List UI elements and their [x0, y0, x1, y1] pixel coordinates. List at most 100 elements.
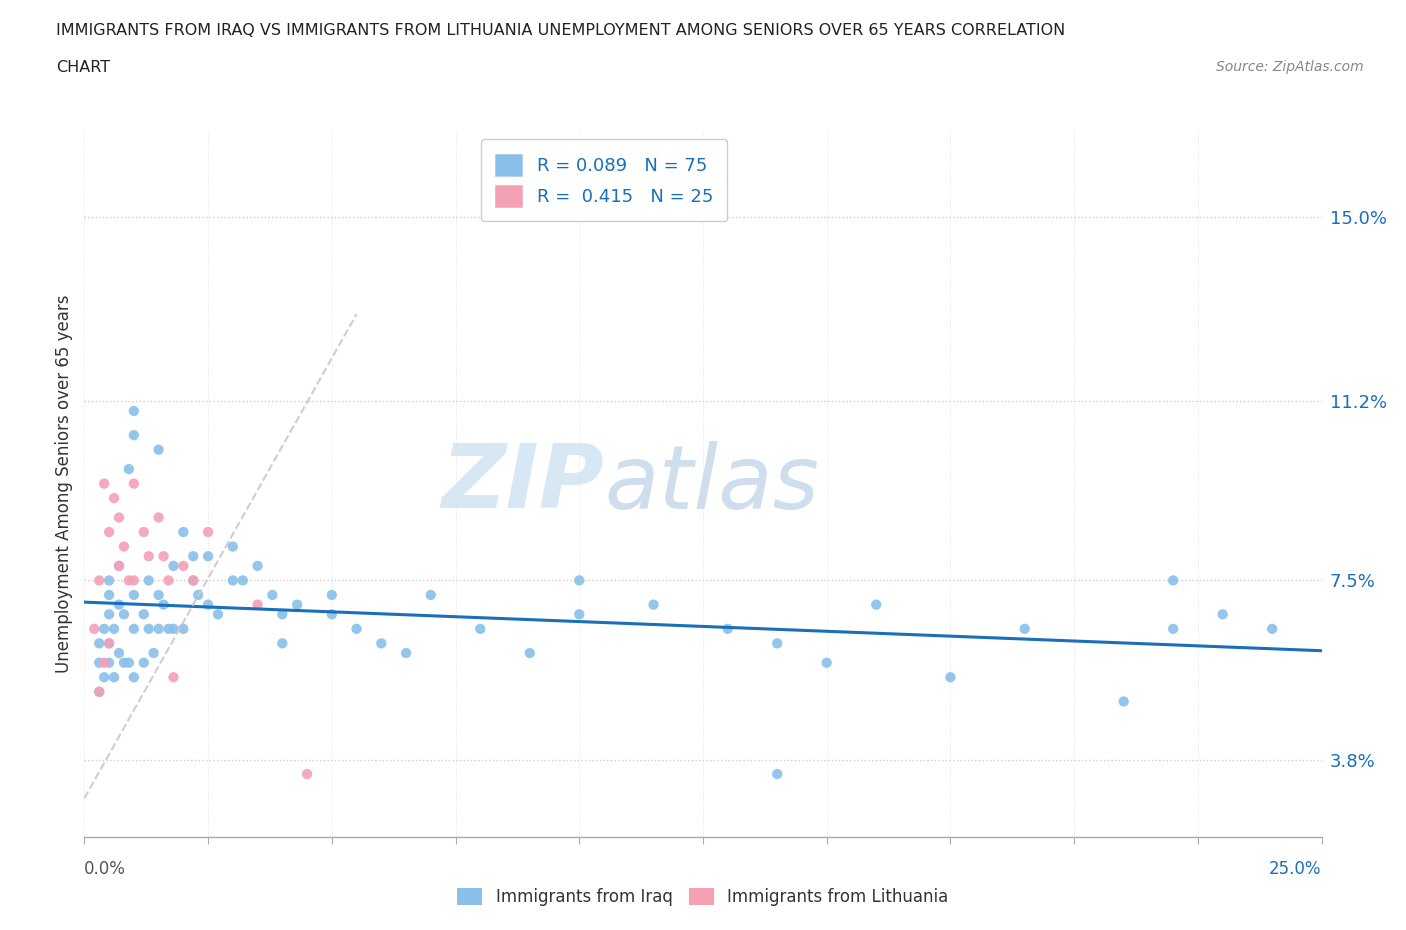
- Point: [321, 588, 343, 603]
- Point: [815, 656, 838, 671]
- Point: [285, 597, 308, 612]
- Point: [122, 621, 145, 636]
- Point: [122, 428, 145, 443]
- Point: [232, 573, 254, 588]
- Point: [118, 461, 141, 476]
- Point: [103, 491, 125, 506]
- Point: [162, 558, 184, 573]
- Point: [138, 549, 160, 564]
- Point: [1112, 694, 1135, 709]
- Point: [519, 645, 541, 660]
- Point: [118, 656, 141, 671]
- Point: [138, 573, 160, 588]
- Point: [89, 636, 111, 651]
- Point: [865, 597, 887, 612]
- Point: [181, 573, 204, 588]
- Point: [197, 549, 219, 564]
- Point: [132, 656, 155, 671]
- Point: [98, 636, 121, 651]
- Point: [112, 656, 135, 671]
- Point: [118, 573, 141, 588]
- Y-axis label: Unemployment Among Seniors over 65 years: Unemployment Among Seniors over 65 years: [55, 295, 73, 672]
- Text: CHART: CHART: [56, 60, 110, 75]
- Point: [103, 670, 125, 684]
- Point: [643, 597, 665, 612]
- Point: [197, 597, 219, 612]
- Point: [157, 573, 180, 588]
- Point: [122, 404, 145, 418]
- Point: [93, 656, 115, 671]
- Text: Source: ZipAtlas.com: Source: ZipAtlas.com: [1216, 60, 1364, 74]
- Point: [222, 539, 245, 554]
- Point: [89, 684, 111, 699]
- Point: [112, 539, 135, 554]
- Point: [419, 588, 441, 603]
- Point: [122, 476, 145, 491]
- Point: [295, 766, 318, 781]
- Point: [148, 588, 170, 603]
- Point: [103, 621, 125, 636]
- Point: [108, 597, 131, 612]
- Point: [162, 621, 184, 636]
- Text: 0.0%: 0.0%: [84, 860, 127, 878]
- Point: [321, 607, 343, 622]
- Point: [1261, 621, 1284, 636]
- Point: [1014, 621, 1036, 636]
- Point: [122, 588, 145, 603]
- Point: [395, 645, 418, 660]
- Point: [89, 656, 111, 671]
- Point: [83, 621, 105, 636]
- Point: [148, 510, 170, 525]
- Text: ZIP: ZIP: [441, 440, 605, 527]
- Point: [207, 607, 229, 622]
- Point: [93, 476, 115, 491]
- Point: [93, 621, 115, 636]
- Point: [132, 607, 155, 622]
- Point: [98, 588, 121, 603]
- Point: [181, 573, 204, 588]
- Point: [271, 607, 294, 622]
- Point: [108, 558, 131, 573]
- Point: [122, 573, 145, 588]
- Point: [89, 573, 111, 588]
- Point: [246, 597, 269, 612]
- Point: [98, 573, 121, 588]
- Point: [346, 621, 368, 636]
- Point: [162, 670, 184, 684]
- Point: [89, 684, 111, 699]
- Point: [172, 525, 194, 539]
- Point: [939, 670, 962, 684]
- Point: [717, 621, 740, 636]
- Point: [98, 525, 121, 539]
- Point: [766, 766, 789, 781]
- Text: atlas: atlas: [605, 441, 818, 526]
- Point: [98, 607, 121, 622]
- Point: [152, 597, 174, 612]
- Point: [108, 510, 131, 525]
- Point: [152, 549, 174, 564]
- Point: [138, 621, 160, 636]
- Point: [98, 636, 121, 651]
- Point: [122, 670, 145, 684]
- Point: [112, 607, 135, 622]
- Point: [108, 645, 131, 660]
- Point: [187, 588, 209, 603]
- Point: [262, 588, 284, 603]
- Point: [132, 525, 155, 539]
- Point: [172, 621, 194, 636]
- Text: 25.0%: 25.0%: [1270, 860, 1322, 878]
- Point: [271, 636, 294, 651]
- Point: [1161, 621, 1184, 636]
- Point: [470, 621, 492, 636]
- Point: [181, 549, 204, 564]
- Point: [157, 621, 180, 636]
- Text: IMMIGRANTS FROM IRAQ VS IMMIGRANTS FROM LITHUANIA UNEMPLOYMENT AMONG SENIORS OVE: IMMIGRANTS FROM IRAQ VS IMMIGRANTS FROM …: [56, 23, 1066, 38]
- Point: [148, 443, 170, 458]
- Legend: Immigrants from Iraq, Immigrants from Lithuania: Immigrants from Iraq, Immigrants from Li…: [450, 881, 956, 912]
- Point: [148, 621, 170, 636]
- Point: [568, 607, 591, 622]
- Point: [222, 573, 245, 588]
- Point: [246, 558, 269, 573]
- Point: [1161, 573, 1184, 588]
- Point: [1212, 607, 1234, 622]
